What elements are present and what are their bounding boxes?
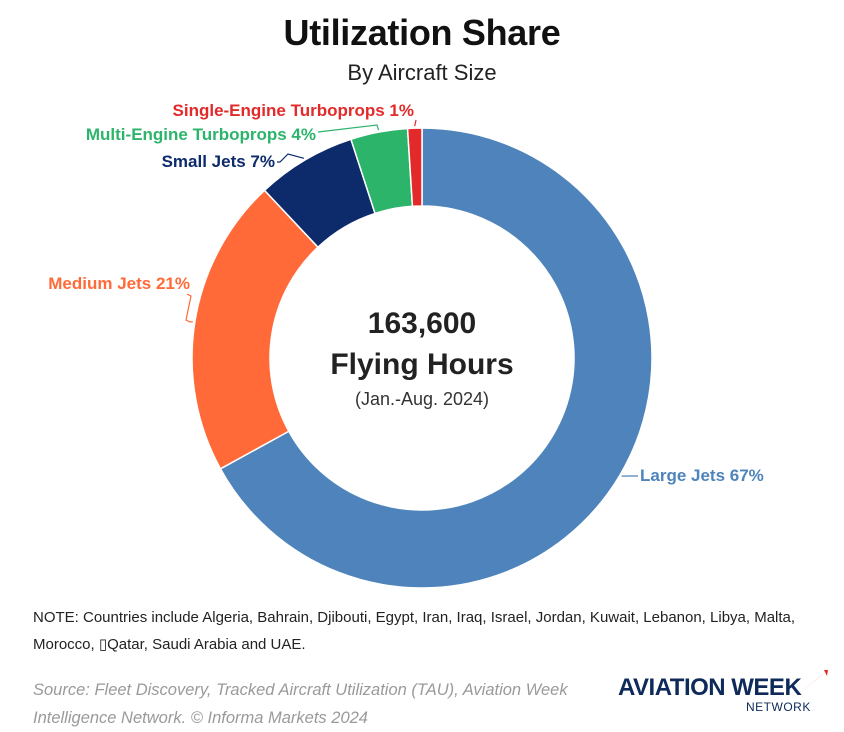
aviation-week-logo: AVIATION WEEK NETWORK — [614, 668, 834, 720]
leader-line-small-jets — [277, 154, 304, 162]
source-text: Source: Fleet Discovery, Tracked Aircraf… — [33, 676, 573, 732]
swoosh-icon — [794, 668, 830, 698]
logo-sub-text: NETWORK — [746, 700, 811, 714]
center-period: (Jan.-Aug. 2024) — [355, 389, 489, 409]
logo-main-text: AVIATION WEEK — [618, 674, 801, 702]
label-medium-jets: Medium Jets 21% — [48, 274, 190, 293]
donut-chart: Large Jets 67% Medium Jets 21% Small Jets … — [0, 0, 844, 600]
label-large-jets: Large Jets 67% — [640, 466, 764, 485]
center-label: Flying Hours — [330, 348, 513, 381]
label-multi-engine-turboprops: Multi-Engine Turboprops 4% — [86, 125, 316, 144]
leader-line-single-engine-turboprops — [415, 120, 416, 126]
label-single-engine-turboprops: Single-Engine Turboprops 1% — [173, 101, 414, 120]
leader-line-multi-engine-turboprops — [318, 125, 379, 132]
label-small-jets: Small Jets 7% — [162, 152, 275, 171]
center-value: 163,600 — [368, 307, 476, 340]
leader-line-medium-jets — [186, 294, 193, 322]
note-text: NOTE: Countries include Algeria, Bahrain… — [33, 604, 833, 658]
slice-medium-jets — [192, 190, 318, 468]
